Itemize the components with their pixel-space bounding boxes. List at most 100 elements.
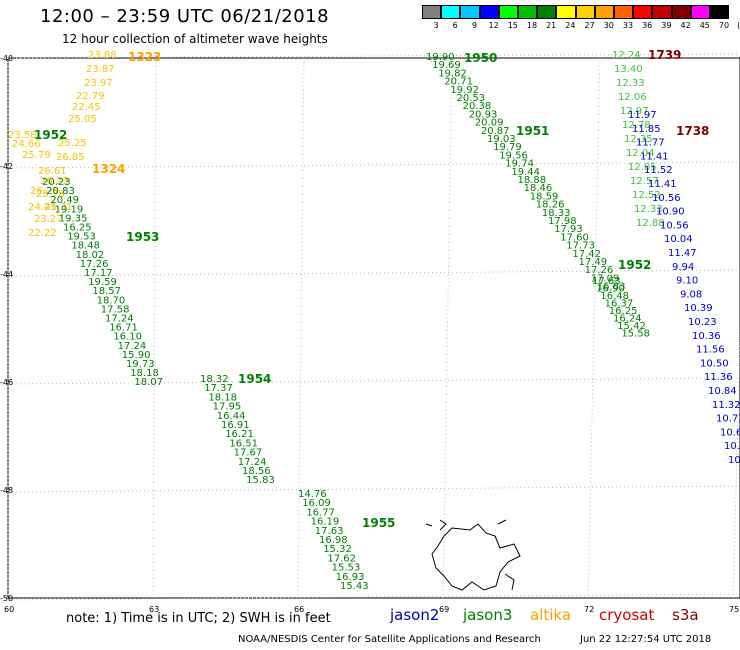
swh-label: 12.88 — [636, 218, 665, 229]
grid-parallel — [7, 377, 740, 385]
scale-label: 30 — [603, 21, 614, 30]
swh-label: 19.53 — [67, 232, 96, 243]
swh-label: 17.24 — [105, 314, 134, 325]
track-time-label: 1950 — [464, 51, 497, 65]
scale-swatch — [479, 5, 499, 19]
track-time-label: 1952 — [34, 128, 67, 142]
swh-label: 20.71 — [444, 77, 473, 88]
legend-note: note: 1) Time is in UTC; 2) SWH is in fe… — [66, 611, 331, 626]
track-time-label: 1953 — [126, 230, 159, 244]
swh-label: 17.49 — [579, 257, 608, 268]
swh-label: 12.52 — [632, 190, 661, 201]
swh-label: 10.04 — [664, 234, 693, 245]
swh-label: 18.18 — [208, 392, 237, 403]
track-time-label: 1324 — [92, 162, 125, 176]
swh-label: 18.56 — [242, 466, 271, 477]
swh-label: 17.24 — [118, 341, 147, 352]
scale-swatch — [614, 5, 634, 19]
swh-label: 11.36 — [704, 372, 733, 383]
swh-label: 18.33 — [542, 208, 571, 219]
swh-label: 20.09 — [475, 118, 504, 129]
swh-label: 10.72 — [716, 414, 740, 425]
swh-label: 10.59 — [724, 441, 740, 452]
scale-swatch — [556, 5, 576, 19]
scale-label: 12 — [488, 21, 499, 30]
swh-label: 18.57 — [92, 286, 121, 297]
lat-tick-label: -42 — [0, 162, 13, 171]
swh-label: 19.79 — [493, 142, 522, 153]
track-time-label: 1323 — [128, 50, 161, 64]
map-subtitle: 12 hour collection of altimeter wave hei… — [62, 32, 328, 46]
swh-label: 11.41 — [648, 179, 677, 190]
swh-label: 20.83 — [46, 186, 75, 197]
scale-label: 15 — [507, 21, 518, 30]
map-title: 12:00 – 23:59 UTC 06/21/2018 — [40, 6, 330, 27]
scale-label: 33 — [622, 21, 634, 30]
swh-label: 10.36 — [692, 331, 721, 342]
swh-label: 26.61 — [38, 166, 67, 177]
swh-label: 17.98 — [548, 216, 577, 227]
swh-label: 16.24 — [613, 314, 642, 325]
swh-label: 14.76 — [298, 489, 327, 500]
swh-label: 17.95 — [213, 402, 242, 413]
swh-label: 24.66 — [12, 139, 41, 150]
swh-label: 18.70 — [97, 295, 126, 306]
scale-label: 45 — [699, 21, 710, 30]
swh-label: 12.35 — [624, 134, 653, 145]
swh-label: 17.37 — [204, 383, 233, 394]
swh-label: 15.53 — [332, 563, 361, 574]
swh-label: 23.58 — [8, 130, 37, 141]
swh-label: 20.93 — [469, 109, 498, 120]
track-time-label: 1955 — [362, 516, 395, 530]
swh-label: 19.74 — [505, 159, 534, 170]
swh-label: 18.26 — [536, 200, 565, 211]
swh-label: 17.42 — [572, 249, 601, 260]
swh-label: 18.02 — [76, 250, 105, 261]
swh-label: 22.22 — [28, 228, 57, 239]
swh-label: 17.09 — [591, 273, 620, 284]
lat-tick-label: -40 — [0, 54, 13, 63]
grid-parallel — [7, 593, 740, 601]
swh-label: 9.10 — [676, 276, 698, 287]
swh-label: 23.87 — [86, 64, 115, 75]
grid-meridian — [587, 57, 601, 599]
scale-swatch — [498, 5, 518, 19]
swh-label: 16.71 — [109, 323, 138, 334]
kerguelen-island — [425, 519, 521, 591]
swh-label: 18.59 — [530, 191, 559, 202]
swh-label: 12.33 — [616, 78, 645, 89]
lat-tick-label: -48 — [0, 486, 13, 495]
scale-swatch — [575, 5, 595, 19]
swh-label: 18.46 — [524, 183, 553, 194]
map-frame — [7, 57, 740, 599]
scale-label: 27 — [584, 21, 595, 30]
swh-label: 17.58 — [101, 304, 130, 315]
swh-label: 12.97 — [620, 106, 649, 117]
track-time-label: 1738 — [676, 124, 709, 138]
swh-label: 26.85 — [56, 152, 85, 163]
swh-label: 11.52 — [644, 165, 673, 176]
swh-label: 19.92 — [450, 85, 479, 96]
satellite-legend-altika: altika — [530, 606, 572, 624]
scale-label: 24 — [565, 21, 576, 30]
swh-label: 23.27 — [34, 214, 63, 225]
scale-label: 42 — [680, 21, 691, 30]
swh-label: 9.94 — [672, 262, 694, 273]
swh-label: 20.38 — [463, 101, 492, 112]
swh-label: 12.33 — [634, 204, 663, 215]
swh-label: 15.42 — [617, 321, 646, 332]
swh-label: 23.97 — [84, 78, 113, 89]
swh-label: 16.21 — [225, 429, 254, 440]
swh-label: 15.90 — [122, 350, 151, 361]
scale-label: 70 — [718, 21, 730, 30]
swh-label: 26.25 — [30, 186, 59, 197]
swh-label: 12.24 — [612, 50, 641, 61]
swh-label: 12.57 — [630, 176, 659, 187]
scale-swatch — [537, 5, 557, 19]
swh-label: 16.10 — [113, 332, 142, 343]
grid-meridian — [442, 57, 453, 599]
swh-label: 19.35 — [59, 213, 88, 224]
swh-label: 18.48 — [71, 241, 100, 252]
swh-label: 10.39 — [684, 303, 713, 314]
